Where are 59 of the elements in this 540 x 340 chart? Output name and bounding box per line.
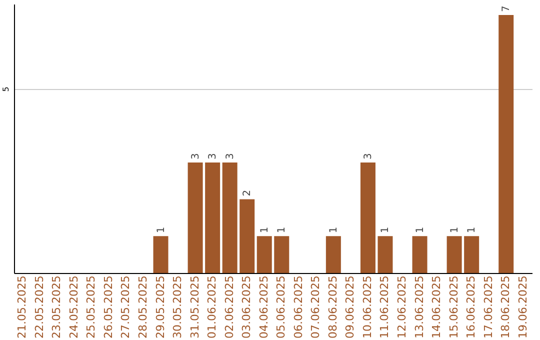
x-tick-label: 22.05.2025 [32, 276, 46, 338]
data-label: 1 [259, 226, 270, 234]
x-tick-label: 24.05.2025 [67, 276, 80, 338]
x-tick-label: 05.06.2025 [274, 276, 288, 338]
x-tick-label: 03.06.2025 [240, 276, 254, 338]
data-label: 1 [328, 226, 340, 234]
bar [378, 236, 393, 273]
bar [240, 199, 255, 273]
x-tick-label: 06.06.2025 [292, 276, 305, 338]
data-label: 3 [208, 153, 219, 160]
x-tick-label: 27.05.2025 [119, 276, 132, 338]
x-tick-label: 09.06.2025 [344, 276, 357, 338]
x-tick-label: 30.05.2025 [171, 276, 184, 338]
x-tick-label: 29.05.2025 [154, 276, 167, 338]
x-tick-label: 14.06.2025 [430, 276, 444, 338]
x-tick-label: 11.06.2025 [378, 276, 392, 338]
x-tick-label: 23.05.2025 [50, 276, 64, 338]
x-tick-label: 08.06.2025 [326, 276, 340, 338]
x-tick-label: 12.06.2025 [396, 276, 408, 338]
data-label: 3 [362, 153, 374, 160]
x-tick-label: 18.06.2025 [499, 276, 512, 338]
bar [464, 236, 480, 273]
data-label: 2 [242, 190, 254, 196]
data-label: 3 [190, 153, 202, 160]
data-label: 1 [414, 226, 426, 234]
data-label: 7 [501, 6, 512, 12]
data-label: 3 [224, 153, 236, 160]
x-tick-label: 26.05.2025 [102, 276, 115, 338]
x-tick-label: 16.06.2025 [464, 276, 478, 338]
x-tick-label: 17.06.2025 [482, 276, 495, 338]
bar [256, 236, 272, 273]
bar [446, 236, 462, 273]
data-label: 1 [449, 226, 460, 234]
data-label: 1 [276, 226, 288, 234]
x-tick-label: 04.06.2025 [257, 276, 270, 338]
y-tick-label: 5 [2, 86, 10, 92]
bar [498, 15, 514, 273]
x-tick-label: 31.05.2025 [188, 276, 202, 338]
data-label: 1 [156, 226, 167, 234]
x-tick-label: 21.05.2025 [16, 276, 29, 338]
x-tick-label: 02.06.2025 [222, 276, 236, 338]
bar [153, 236, 168, 273]
x-tick-label: 10.06.2025 [360, 276, 374, 338]
x-tick-label: 28.05.2025 [136, 276, 150, 338]
x-tick-label: 19.06.2025 [516, 276, 530, 338]
bar [222, 162, 238, 273]
x-tick-label: 13.06.2025 [412, 276, 426, 338]
bar [188, 162, 203, 273]
bar [412, 236, 428, 273]
x-tick-label: 15.06.2025 [447, 276, 460, 338]
bar [205, 162, 220, 273]
x-tick-label: 07.06.2025 [309, 276, 322, 338]
data-label: 1 [466, 226, 478, 234]
data-label: 1 [380, 226, 392, 234]
x-tick-label: 25.05.2025 [84, 276, 98, 338]
bar [326, 236, 341, 273]
x-tick-label: 01.06.2025 [206, 276, 219, 338]
bar [274, 236, 290, 273]
bar [360, 162, 376, 273]
